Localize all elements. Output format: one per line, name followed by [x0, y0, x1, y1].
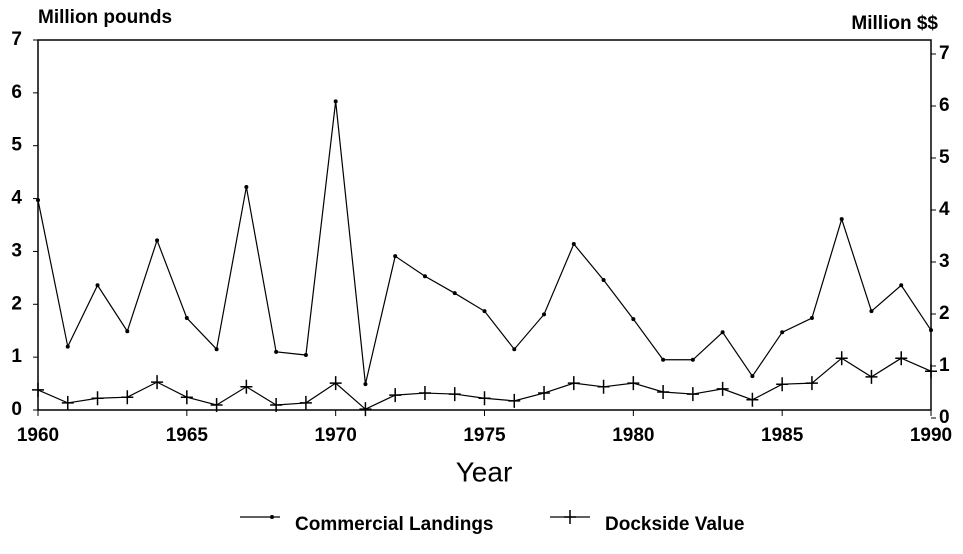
y-tick-label: 2	[11, 293, 22, 314]
x-tick-label: 1970	[315, 425, 357, 446]
legend-label: Dockside Value	[605, 514, 744, 535]
point-marker	[482, 309, 487, 314]
y2-tick-label: 5	[939, 147, 950, 168]
x-axis-label: Year	[456, 456, 513, 487]
point-marker	[359, 402, 372, 417]
point-marker	[869, 309, 874, 314]
y-tick-label: 5	[11, 135, 22, 156]
x-tick-label: 1985	[761, 425, 804, 446]
point-marker	[329, 376, 342, 391]
point-marker	[686, 387, 699, 402]
y2-tick-label: 1	[939, 355, 950, 376]
point-marker	[929, 328, 933, 333]
point-marker	[661, 357, 666, 362]
y2-tick-label: 4	[939, 199, 950, 220]
point-marker	[363, 382, 368, 387]
point-marker	[746, 392, 759, 407]
point-marker	[36, 198, 40, 203]
y2-tick-label: 3	[939, 251, 950, 272]
x-tick-label: 1990	[910, 425, 952, 446]
point-marker	[780, 330, 785, 335]
point-marker	[925, 364, 937, 379]
point-marker	[125, 329, 130, 334]
point-marker	[393, 254, 398, 259]
point-marker	[899, 283, 904, 288]
point-marker	[61, 395, 74, 410]
point-marker	[690, 357, 695, 362]
point-marker	[657, 385, 670, 399]
point-marker	[478, 391, 491, 406]
point-marker	[448, 387, 461, 402]
point-marker	[538, 386, 551, 401]
plot-frame	[37, 39, 932, 411]
point-marker	[776, 377, 789, 392]
point-marker	[418, 386, 431, 401]
x-tick-label: 1980	[612, 425, 654, 446]
point-marker	[303, 353, 308, 358]
point-marker	[155, 238, 160, 243]
y-tick-label: 7	[11, 29, 22, 50]
y-tick-label: 4	[11, 188, 22, 209]
point-marker	[750, 374, 755, 379]
point-marker	[571, 242, 576, 247]
point-marker	[240, 379, 253, 394]
point-marker	[835, 351, 848, 366]
legend-label: Commercial Landings	[295, 514, 494, 535]
point-marker	[274, 349, 279, 354]
series-line	[37, 101, 932, 385]
point-marker	[601, 277, 606, 282]
point-marker	[631, 317, 636, 322]
y-tick-label: 6	[11, 82, 22, 103]
point-marker	[244, 184, 249, 189]
point-marker	[32, 382, 44, 397]
y-tick-label: 3	[11, 240, 22, 261]
point-marker	[452, 291, 457, 296]
point-marker	[720, 330, 725, 335]
legend-marker	[270, 515, 274, 519]
point-marker	[716, 381, 729, 396]
x-tick-label: 1965	[166, 425, 209, 446]
point-marker	[865, 369, 878, 384]
y-axis-label: Million pounds	[38, 7, 172, 28]
point-marker	[299, 395, 312, 410]
y-tick-label: 0	[11, 399, 22, 420]
point-marker	[184, 316, 189, 321]
point-marker	[542, 312, 547, 317]
x-tick-label: 1975	[463, 425, 506, 446]
point-marker	[151, 375, 164, 390]
legend-marker	[564, 510, 576, 524]
point-marker	[65, 344, 70, 349]
point-marker	[512, 347, 517, 352]
y2-tick-label: 6	[939, 95, 950, 116]
y2-tick-label: 7	[939, 43, 950, 64]
point-marker	[95, 283, 100, 288]
point-marker	[333, 99, 338, 104]
point-marker	[91, 391, 104, 406]
point-marker	[895, 351, 908, 366]
point-marker	[210, 398, 223, 412]
point-marker	[805, 376, 818, 391]
point-marker	[422, 274, 427, 279]
point-marker	[214, 347, 219, 352]
x-tick-label: 1960	[17, 425, 59, 446]
point-marker	[270, 398, 283, 412]
y2-axis-label: Million $$	[851, 13, 938, 34]
point-marker	[567, 376, 580, 391]
point-marker	[809, 316, 814, 321]
point-marker	[839, 217, 844, 222]
point-marker	[389, 388, 402, 403]
point-marker	[121, 390, 134, 405]
point-marker	[597, 379, 610, 394]
y-tick-label: 1	[11, 346, 22, 367]
y2-tick-label: 0	[939, 407, 950, 428]
y2-tick-label: 2	[939, 303, 950, 324]
point-marker	[180, 390, 193, 405]
point-marker	[508, 393, 521, 408]
point-marker	[627, 376, 640, 391]
